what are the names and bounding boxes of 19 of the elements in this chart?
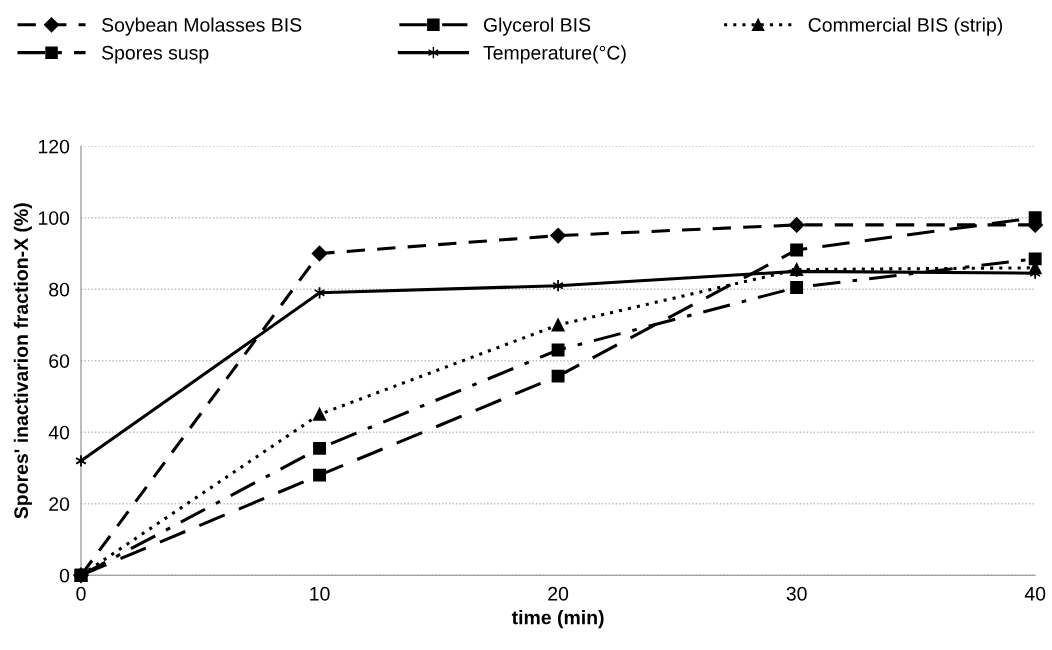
x-tick-label: 30: [786, 586, 807, 601]
y-tick-label: 20: [49, 497, 70, 511]
legend-label: Commercial BIS (strip): [808, 17, 1003, 36]
legend-label: Glycerol BIS: [483, 17, 591, 36]
x-axis-title: time (min): [511, 610, 604, 629]
x-tick-label: 40: [1024, 586, 1046, 601]
y-tick-label: 0: [59, 568, 70, 583]
y-tick-label: 40: [48, 425, 70, 440]
y-tick-label: 80: [49, 282, 70, 297]
x-tick-label: 0: [76, 586, 86, 601]
y-tick-label: 120: [38, 139, 70, 154]
y-axis-title: Spores' inactivarion fraction-X (%): [13, 203, 32, 519]
x-tick-label: 10: [310, 586, 330, 601]
y-tick-label: 100: [38, 211, 70, 225]
legend-label: Temperature(°C): [483, 45, 626, 64]
legend-label: Spores susp: [102, 45, 209, 64]
legend-label: Soybean Molasses BIS: [102, 17, 302, 36]
x-tick-label: 20: [548, 586, 569, 601]
y-tick-label: 60: [49, 354, 70, 368]
